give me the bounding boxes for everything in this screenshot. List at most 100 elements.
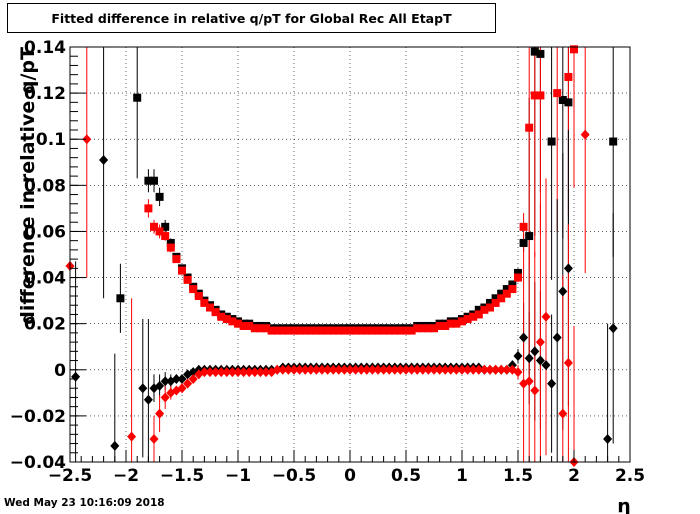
square-marker (306, 326, 315, 335)
square-marker (502, 285, 511, 294)
square-marker (161, 222, 170, 231)
diamond-marker (188, 374, 198, 384)
diamond-marker (143, 394, 153, 405)
square-marker (357, 326, 366, 335)
square-marker (206, 303, 214, 312)
x-tick-label: 1.5 (503, 466, 533, 486)
diamond-marker (451, 364, 461, 375)
diamond-marker (563, 263, 573, 274)
square-marker (486, 303, 494, 312)
square-marker (318, 326, 326, 335)
diamond-marker (496, 364, 506, 375)
x-tick-label: 0 (344, 466, 356, 486)
square-marker (211, 308, 220, 317)
y-tick-label: 0.02 (24, 315, 66, 335)
diamond-marker (362, 364, 372, 375)
diamond-marker (295, 364, 305, 375)
diamond-marker (423, 364, 433, 375)
diamond-marker (395, 364, 405, 375)
square-marker (413, 324, 422, 333)
diamond-marker (149, 433, 159, 444)
square-marker (463, 315, 472, 324)
y-tick-label: 0.14 (24, 38, 66, 58)
data-markers (65, 45, 618, 467)
square-marker (301, 326, 310, 335)
diamond-marker (530, 385, 540, 396)
y-tick-label: −0.02 (10, 407, 66, 427)
diamond-marker (306, 364, 316, 375)
square-marker (458, 317, 466, 326)
diamond-marker (339, 364, 349, 375)
square-marker (502, 289, 511, 298)
diamond-marker (440, 364, 450, 375)
square-marker (491, 294, 500, 303)
diamond-marker (558, 408, 568, 419)
square-marker (547, 137, 556, 146)
diamond-marker (205, 367, 215, 378)
diamond-marker (278, 364, 288, 375)
diamond-marker (541, 311, 551, 322)
diamond-marker (345, 364, 355, 375)
square-marker (469, 312, 478, 321)
diamond-marker (502, 364, 512, 375)
diamond-marker (457, 364, 467, 375)
diamond-marker (233, 367, 243, 378)
y-tick-label: 0.06 (24, 222, 66, 242)
square-marker (558, 96, 567, 105)
diamond-marker (222, 367, 232, 378)
chart-title: Fitted difference in relative q/pT for G… (51, 10, 452, 26)
square-marker (362, 326, 371, 335)
square-marker (351, 326, 360, 335)
diamond-marker (547, 378, 557, 389)
diamond-marker (99, 154, 109, 165)
diamond-marker (429, 364, 439, 375)
square-marker (474, 310, 483, 319)
diamond-marker (407, 364, 417, 375)
x-tick-label: 1 (456, 466, 468, 486)
square-marker (200, 298, 209, 307)
square-marker (144, 176, 153, 185)
diamond-marker (513, 350, 523, 361)
diamond-marker (479, 364, 489, 375)
diamond-marker (580, 129, 590, 140)
diamond-marker (608, 323, 618, 334)
square-marker (553, 89, 562, 98)
square-marker (273, 326, 282, 335)
square-marker (172, 255, 181, 264)
diamond-marker (82, 134, 92, 145)
diamond-marker (199, 367, 209, 378)
diamond-marker (216, 367, 226, 378)
square-marker (486, 298, 494, 307)
diamond-marker (160, 392, 170, 403)
diamond-marker (524, 353, 534, 364)
square-marker (256, 324, 265, 333)
square-marker (144, 204, 153, 213)
square-marker (278, 326, 287, 335)
square-marker (245, 321, 254, 330)
square-marker (514, 268, 522, 277)
square-marker (402, 326, 410, 335)
diamond-marker (244, 367, 254, 378)
diamond-marker (351, 364, 361, 375)
diamond-marker (384, 364, 394, 375)
square-marker (155, 227, 164, 236)
square-marker (480, 305, 489, 314)
square-marker (290, 326, 298, 335)
diamond-marker (177, 383, 187, 394)
y-tick-label: 0.04 (24, 269, 66, 289)
square-marker (295, 326, 304, 335)
diamond-marker (463, 364, 473, 375)
diamond-marker (390, 364, 400, 375)
diamond-marker (177, 374, 187, 384)
diamond-marker (183, 378, 193, 389)
diamond-marker (160, 376, 170, 387)
diamond-marker (552, 332, 562, 343)
diamond-marker (418, 364, 428, 375)
square-marker (390, 326, 399, 335)
square-marker (189, 285, 198, 294)
chart-title-box: Fitted difference in relative q/pT for G… (7, 3, 496, 33)
y-tick-label: 0.12 (24, 84, 66, 104)
square-marker (497, 289, 506, 298)
diamond-marker (138, 383, 148, 394)
